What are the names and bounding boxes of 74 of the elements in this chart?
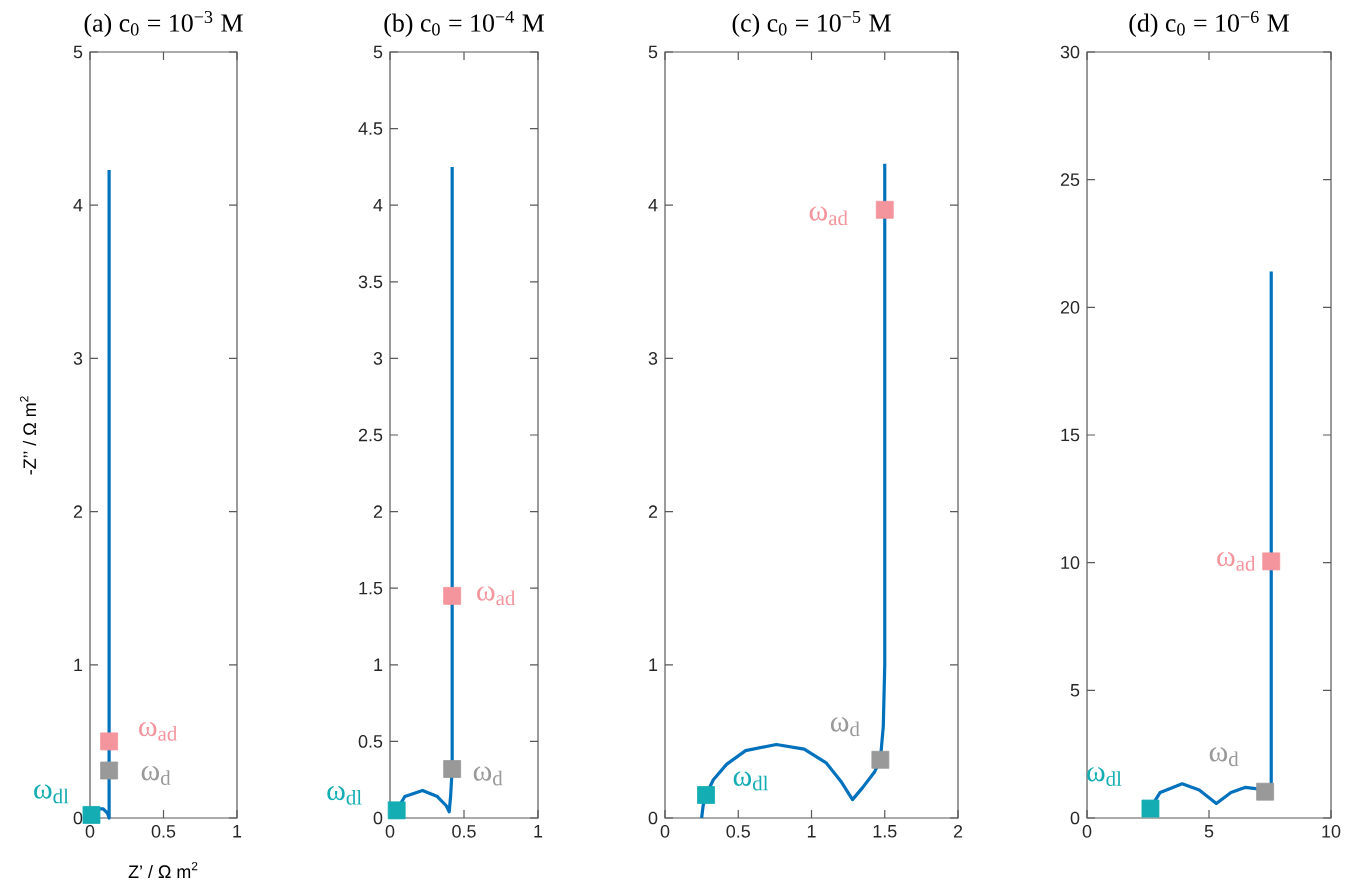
x-axis-title: Z’ / Ω m$^{2}$ xyxy=(128,861,198,879)
x-tick-label: 0.5 xyxy=(151,825,176,838)
y-tick-label: 0.5 xyxy=(358,735,383,748)
y-tick-label: 4.5 xyxy=(358,122,383,135)
x-tick-label: 5 xyxy=(1204,825,1214,838)
y-tick-label: 2 xyxy=(373,505,383,518)
chart-title: (a) c$_{0}$ = 10$^{−3}$ M xyxy=(84,10,243,38)
series-label: ω$_{dl}$ xyxy=(733,771,769,791)
series-label: ω$_{dl}$ xyxy=(34,784,69,804)
point xyxy=(1141,799,1160,818)
y-tick-label: 5 xyxy=(1070,684,1080,697)
y-tick-label: 3.5 xyxy=(358,275,383,289)
y-tick-label: 15 xyxy=(1061,428,1080,442)
y-tick-label: 5 xyxy=(73,45,83,59)
x-tick-label: 0 xyxy=(660,825,670,838)
y-tick-label: 4 xyxy=(648,199,658,212)
series-label: ω$_{ad}$ xyxy=(1217,551,1256,571)
point xyxy=(443,586,462,605)
y-tick-label: 20 xyxy=(1060,300,1080,314)
y-tick-label: 0 xyxy=(648,811,658,825)
y-tick-label: 25 xyxy=(1060,173,1080,187)
x-tick-label: 1 xyxy=(233,825,242,838)
y-tick-label: 5 xyxy=(373,45,383,59)
chart-title: (b) c$_{0}$ = 10$^{−4}$ M xyxy=(384,10,544,38)
x-tick-label: 2 xyxy=(953,825,963,838)
x-tick-label: 10 xyxy=(1322,825,1341,838)
series-label: ω$_{d}$ xyxy=(830,717,860,737)
point xyxy=(82,806,101,824)
y-tick-label: 1 xyxy=(74,658,83,671)
y-tick-label: 1 xyxy=(649,658,658,671)
y-tick-label: 2.5 xyxy=(358,428,383,442)
y-tick-label: 30 xyxy=(1060,45,1080,59)
y-tick-label: 5 xyxy=(648,45,658,59)
y-tick-label: 0 xyxy=(373,811,383,825)
y-tick-label: 4 xyxy=(373,199,383,212)
y-axis-title: -Z’’ / Ω m$^{2}$ xyxy=(19,396,37,475)
point xyxy=(100,761,119,780)
y-tick-label: 3 xyxy=(73,352,83,365)
series-label: ω$_{d}$ xyxy=(473,766,503,786)
point xyxy=(1262,552,1281,571)
series-label: ω$_{ad}$ xyxy=(139,721,178,741)
x-tick-label: 1 xyxy=(534,825,543,838)
x-tick-label: 1.5 xyxy=(873,825,897,838)
point xyxy=(100,732,119,751)
point xyxy=(875,200,894,219)
x-tick-label: 0 xyxy=(85,825,95,838)
x-tick-label: 0.5 xyxy=(452,825,476,838)
y-tick-label: 0 xyxy=(73,811,83,825)
x-tick-label: 0 xyxy=(385,825,395,838)
series-label: ω$_{dl}$ xyxy=(327,785,362,805)
y-tick-label: 2 xyxy=(73,505,83,518)
y-tick-label: 0 xyxy=(1070,811,1080,825)
series-label: ω$_{d}$ xyxy=(1209,747,1239,767)
y-tick-label: 2 xyxy=(648,505,658,518)
y-tick-label: 1 xyxy=(374,658,383,671)
point xyxy=(443,760,462,778)
y-tick-label: 4 xyxy=(73,199,83,212)
y-tick-label: 1.5 xyxy=(359,581,383,595)
series-label: ω$_{dl}$ xyxy=(1087,767,1122,786)
series-label: ω$_{ad}$ xyxy=(809,206,848,226)
chart-title: (d) c$_{0}$ = 10$^{−6}$ M xyxy=(1129,10,1290,38)
y-tick-label: 3 xyxy=(648,352,658,365)
point xyxy=(387,801,406,820)
x-tick-label: 0 xyxy=(1082,825,1092,838)
point xyxy=(697,786,715,804)
x-tick-label: 1 xyxy=(807,825,816,838)
point xyxy=(1256,782,1275,801)
y-tick-label: 3 xyxy=(373,352,383,365)
y-tick-label: 10 xyxy=(1061,556,1080,570)
point xyxy=(871,750,890,769)
x-tick-label: 0.5 xyxy=(726,825,750,838)
chart-title: (c) c$_{0}$ = 10$^{−5}$ M xyxy=(732,10,891,38)
series-label: ω$_{d}$ xyxy=(141,766,171,785)
series-label: ω$_{ad}$ xyxy=(477,586,516,606)
